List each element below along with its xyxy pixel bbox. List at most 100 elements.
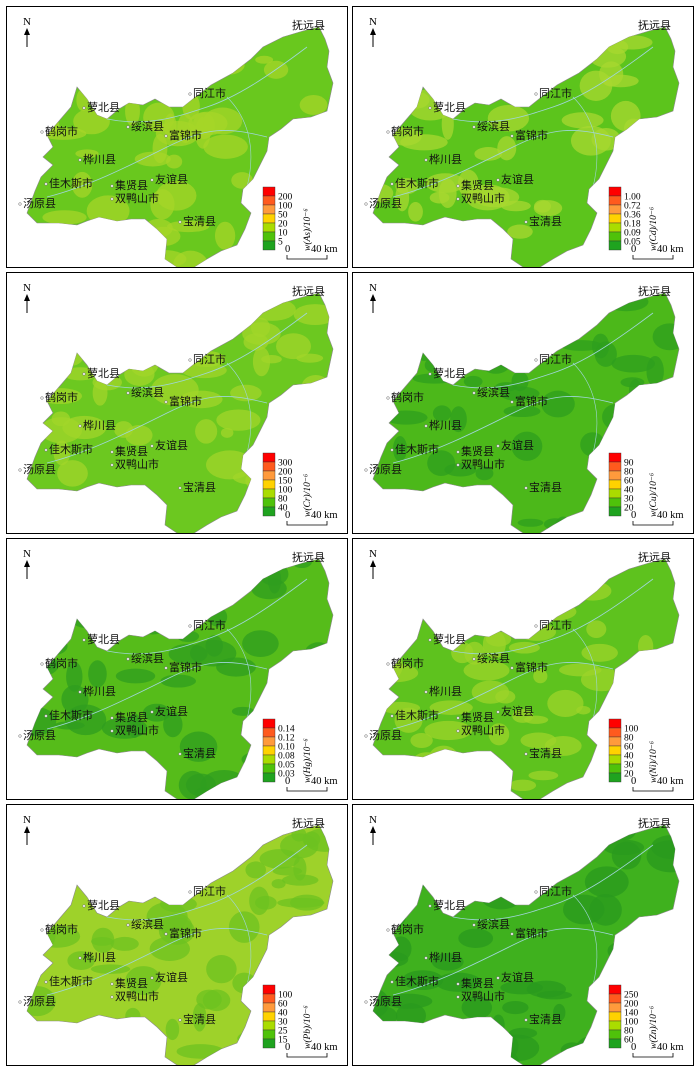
legend-value: 100: [278, 991, 293, 1001]
city-label-fujin: 富锦市: [515, 660, 548, 674]
city-marker: [320, 290, 324, 294]
legend-value: 200: [624, 1000, 639, 1010]
scale-distance: 40 km: [311, 510, 338, 521]
city-label-jixian: 集贤县: [461, 178, 494, 192]
city-label-tangyuan: 汤原县: [23, 728, 56, 742]
city-marker: [524, 220, 528, 224]
legend-value: 40: [624, 486, 634, 496]
city-marker: [40, 396, 44, 400]
scale-bar: 0 40 km: [631, 776, 684, 792]
legend-value: 250: [624, 991, 639, 1001]
city-label-jiamusi: 佳木斯市: [49, 442, 93, 456]
city-marker: [456, 450, 460, 454]
city-marker: [44, 182, 48, 186]
city-marker: [78, 424, 82, 428]
legend-value: 40: [624, 752, 634, 762]
legend-title: w(Cr)/10⁻⁶: [302, 474, 313, 517]
north-label: N: [369, 814, 377, 826]
city-marker: [126, 657, 130, 661]
scale-distance: 40 km: [657, 1042, 684, 1053]
city-label-tongjiang: 同江市: [193, 618, 226, 632]
city-marker: [534, 890, 538, 894]
city-marker: [150, 178, 154, 182]
scale-zero: 0: [285, 510, 290, 521]
city-marker: [364, 1000, 368, 1004]
city-label-tangyuan: 汤原县: [23, 196, 56, 210]
city-label-luobei: 萝北县: [433, 367, 466, 380]
city-label-jixian: 集贤县: [461, 444, 494, 458]
legend-value: 100: [278, 486, 293, 496]
legend-swatch: [608, 993, 622, 1004]
legend-swatch: [262, 763, 276, 774]
city-label-jiamusi: 佳木斯市: [395, 442, 439, 456]
city-marker: [78, 690, 82, 694]
city-label-baoqing: 宝清县: [183, 480, 216, 494]
north-label: N: [23, 16, 31, 28]
city-marker: [524, 486, 528, 490]
map-panel-cu: 抚远县 同江市 萝北县 绥滨县 富锦市 鹤岗市 桦川县 佳木斯市 集贤县 友谊县 汤原县 双鸭山市 宝清…: [352, 272, 694, 534]
legend-value: 40: [278, 504, 288, 514]
city-marker: [164, 932, 168, 936]
legend-value: 0.12: [278, 734, 295, 744]
city-label-youyi: 友谊县: [155, 704, 188, 718]
legend-swatch: [262, 195, 276, 206]
north-label: N: [23, 548, 31, 560]
city-marker: [126, 391, 130, 395]
legend-swatch: [262, 222, 276, 233]
city-label-fujin: 富锦市: [169, 660, 202, 674]
city-marker: [44, 448, 48, 452]
map-panel-cr: 抚远县 同江市 萝北县 绥滨县 富锦市 鹤岗市 桦川县 佳木斯市 集贤县 友谊县 汤原县 双鸭山市 宝清…: [6, 272, 348, 534]
city-label-suibin: 绥滨县: [477, 385, 510, 399]
city-label-hegang: 鹤岗市: [391, 390, 424, 404]
city-marker: [18, 468, 22, 472]
city-marker: [666, 290, 670, 294]
city-marker: [150, 976, 154, 980]
city-label-suibin: 绥滨县: [131, 119, 164, 133]
legend-value: 200: [278, 468, 293, 478]
scale-zero: 0: [631, 510, 636, 521]
city-label-baoqing: 宝清县: [529, 480, 562, 494]
city-label-youyi: 友谊县: [501, 704, 534, 718]
city-marker: [150, 444, 154, 448]
legend-title: w(Pb)/10⁻⁶: [302, 1005, 313, 1049]
city-label-shuangyashan: 双鸭山市: [115, 723, 159, 737]
city-label-tangyuan: 汤原县: [369, 196, 402, 210]
legend-swatch: [262, 1020, 276, 1031]
legend-swatch: [608, 763, 622, 774]
north-arrow-icon: N: [23, 16, 31, 47]
city-marker: [178, 752, 182, 756]
legend-swatch: [608, 470, 622, 481]
legend-title: w(As)/10⁻⁶: [302, 208, 313, 251]
city-marker: [386, 662, 390, 666]
city-label-tangyuan: 汤原县: [23, 994, 56, 1008]
city-marker: [390, 980, 394, 984]
legend-swatch: [608, 506, 622, 517]
scale-bar: 0 40 km: [285, 776, 338, 792]
legend-swatch: [262, 461, 276, 472]
city-label-suibin: 绥滨县: [477, 651, 510, 665]
city-label-youyi: 友谊县: [155, 438, 188, 452]
scale-distance: 40 km: [311, 244, 338, 255]
city-marker: [78, 956, 82, 960]
legend-value: 60: [624, 1036, 634, 1046]
legend-value: 100: [278, 202, 293, 212]
city-label-suibin: 绥滨县: [131, 651, 164, 665]
city-marker: [188, 890, 192, 894]
city-label-fujin: 富锦市: [169, 128, 202, 142]
north-label: N: [23, 814, 31, 826]
city-label-jiamusi: 佳木斯市: [395, 176, 439, 190]
city-label-shuangyashan: 双鸭山市: [115, 191, 159, 205]
map-panel-pb: 抚远县 同江市 萝北县 绥滨县 富锦市 鹤岗市 桦川县 佳木斯市 集贤县 友谊县 汤原县 双鸭山市 宝清…: [6, 804, 348, 1066]
north-arrow-icon: N: [23, 282, 31, 313]
city-label-huachuan: 桦川县: [429, 418, 462, 432]
city-label-hegang: 鹤岗市: [391, 922, 424, 936]
city-marker: [534, 358, 538, 362]
